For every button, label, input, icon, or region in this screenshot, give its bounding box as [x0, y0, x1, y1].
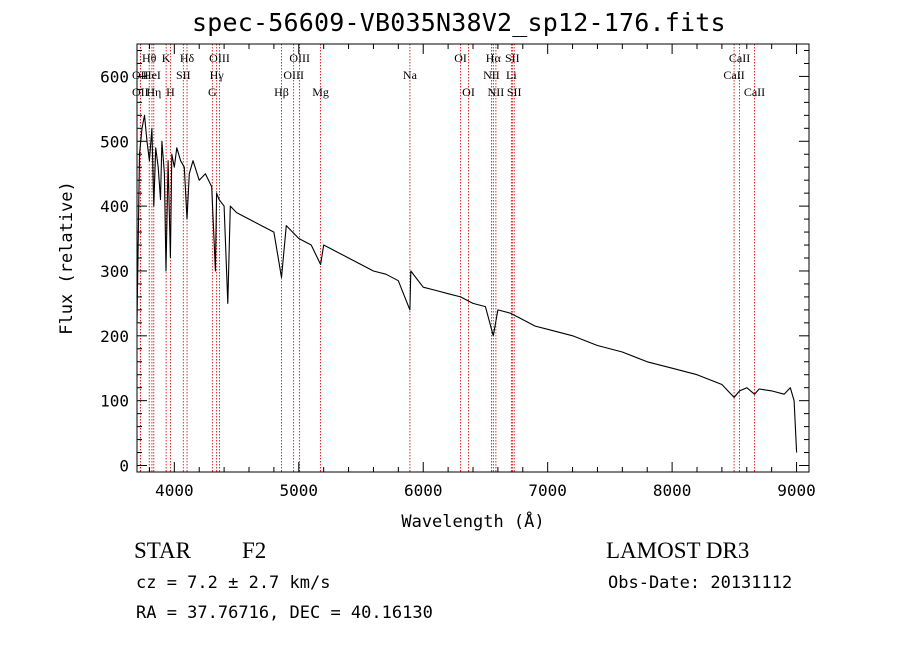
line-label-14: Hβ: [274, 85, 289, 99]
line-label-10: Hγ: [210, 68, 225, 82]
y-tick-label-3: 300: [100, 262, 129, 281]
line-label-16: Na: [403, 68, 418, 82]
line-label-24: SII: [507, 85, 522, 99]
redshift-velocity: cz = 7.2 ± 2.7 km/s: [136, 573, 331, 593]
line-label-20: SII: [505, 51, 520, 65]
line-label-4: Hη: [146, 85, 161, 99]
x-axis-label: Wavelength (Å): [401, 510, 544, 532]
line-label-1: OII: [132, 68, 149, 82]
plot-frame: [136, 43, 810, 473]
plot-title: spec-56609-VB035N38V2_sp12-176.fits: [192, 8, 726, 37]
line-label-5: K: [162, 51, 171, 65]
line-label-15: Mg: [312, 85, 329, 99]
line-label-23: NII: [488, 85, 505, 99]
x-tick-label-1: 5000: [280, 481, 319, 500]
line-label-0: Hθ: [142, 51, 157, 65]
line-label-17: OI: [454, 51, 467, 65]
line-label-18: OI: [462, 85, 475, 99]
observation-date: Obs-Date: 20131112: [608, 573, 793, 593]
line-label-9: OIII: [209, 51, 230, 65]
x-tick-label-3: 7000: [528, 481, 567, 500]
line-label-21: NII: [483, 68, 500, 82]
line-label-11: G: [208, 85, 217, 99]
y-tick-label-2: 200: [100, 327, 129, 346]
line-label-25: CaII: [729, 51, 750, 65]
y-tick-label-0: 0: [119, 457, 129, 476]
line-label-13: OIII: [283, 68, 304, 82]
object-class: STAR: [134, 538, 191, 563]
y-tick-label-6: 600: [100, 67, 129, 86]
line-label-8: Hδ: [180, 51, 195, 65]
survey-name: LAMOST DR3: [606, 538, 750, 563]
y-tick-label-1: 100: [100, 392, 129, 411]
line-label-27: CaII: [744, 85, 765, 99]
x-tick-label-4: 8000: [653, 481, 692, 500]
object-subclass: F2: [242, 538, 267, 563]
y-tick-label-4: 400: [100, 197, 129, 216]
x-tick-label-0: 4000: [155, 481, 194, 500]
x-tick-label-5: 9000: [777, 481, 816, 500]
line-label-19: Hα: [486, 51, 502, 65]
line-label-7: H: [166, 85, 175, 99]
spectrum-trace-0: [136, 114, 798, 453]
line-label-26: CaII: [723, 68, 744, 82]
line-label-2: OII: [132, 85, 149, 99]
x-tick-label-2: 6000: [404, 481, 443, 500]
y-tick-label-5: 500: [100, 132, 129, 151]
coordinates: RA = 37.76716, DEC = 40.16130: [136, 603, 433, 623]
line-label-3: HeI: [143, 68, 161, 82]
y-axis-label: Flux (relative): [57, 181, 77, 335]
line-label-22: Li: [506, 68, 517, 82]
line-label-12: OIII: [289, 51, 310, 65]
line-label-6: SII: [176, 68, 191, 82]
